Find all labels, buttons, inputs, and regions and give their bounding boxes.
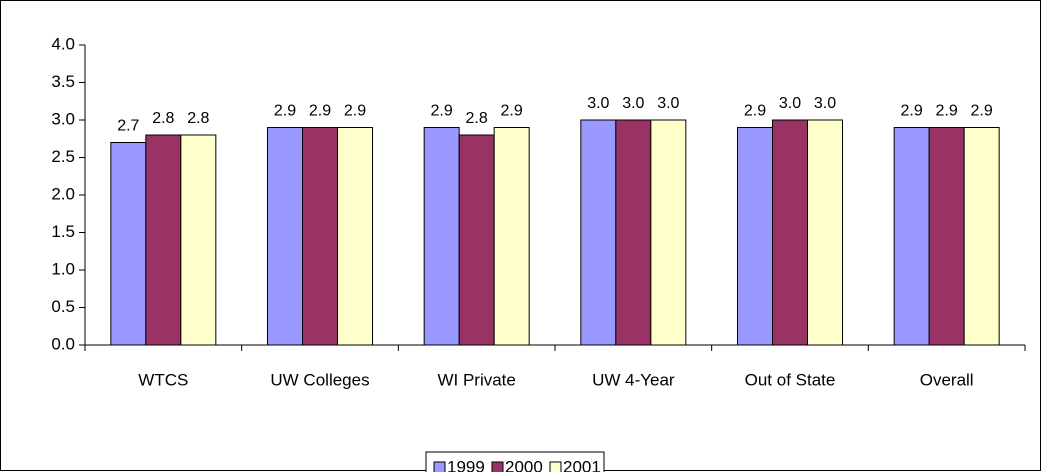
legend-label: 2001: [563, 457, 601, 472]
y-tick-label: 2.0: [51, 184, 75, 203]
legend-label: 2000: [505, 457, 543, 472]
value-label: 2.9: [274, 103, 296, 120]
y-tick-label: 1.0: [51, 259, 75, 278]
bar: [110, 142, 147, 346]
bar: [145, 134, 182, 346]
value-label: 3.0: [657, 95, 679, 112]
value-label: 2.9: [431, 103, 453, 120]
bar: [458, 134, 495, 346]
legend-swatch: [549, 461, 562, 472]
bar: [807, 119, 843, 346]
y-tick-label: 4.0: [51, 34, 75, 53]
value-label: 3.0: [779, 95, 801, 112]
y-tick-label: 0.0: [51, 334, 75, 353]
value-label: 2.8: [466, 110, 488, 127]
x-tick-label: UW Colleges: [270, 370, 369, 389]
bar: [893, 127, 930, 346]
legend-swatch: [491, 461, 504, 472]
bar: [302, 127, 338, 346]
bar: [928, 127, 965, 346]
value-label: 3.0: [587, 95, 609, 112]
y-tick-label: 2.5: [51, 147, 75, 166]
value-label: 3.0: [814, 95, 836, 112]
legend-label: 1999: [447, 457, 485, 472]
bar: [737, 127, 773, 346]
bar: [963, 127, 1000, 346]
value-label: 2.8: [187, 110, 209, 127]
value-label: 2.9: [744, 103, 766, 120]
legend-swatch: [433, 461, 446, 472]
value-label: 3.0: [622, 95, 644, 112]
value-label: 2.9: [971, 103, 993, 120]
bar: [772, 119, 808, 346]
value-label: 2.9: [501, 103, 523, 120]
x-tick-label: UW 4-Year: [592, 370, 675, 389]
value-label: 2.9: [309, 103, 331, 120]
value-label: 2.9: [901, 103, 923, 120]
x-tick-label: WTCS: [138, 370, 188, 389]
value-label: 2.9: [344, 103, 366, 120]
bar: [337, 127, 373, 346]
y-tick-label: 1.5: [51, 222, 75, 241]
value-label: 2.8: [152, 110, 174, 127]
value-label: 2.9: [936, 103, 958, 120]
bar: [580, 119, 617, 346]
y-tick-label: 3.5: [51, 72, 75, 91]
bar: [423, 127, 460, 346]
value-label: 2.7: [117, 118, 139, 135]
bar: [267, 127, 303, 346]
y-tick-label: 3.0: [51, 109, 75, 128]
x-tick-label: Out of State: [745, 370, 836, 389]
x-tick-label: Overall: [920, 370, 974, 389]
bar: [180, 134, 217, 346]
x-tick-label: WI Private: [437, 370, 515, 389]
bar: [650, 119, 687, 346]
bar: [615, 119, 652, 346]
y-tick-label: 0.5: [51, 297, 75, 316]
bar: [493, 127, 530, 346]
